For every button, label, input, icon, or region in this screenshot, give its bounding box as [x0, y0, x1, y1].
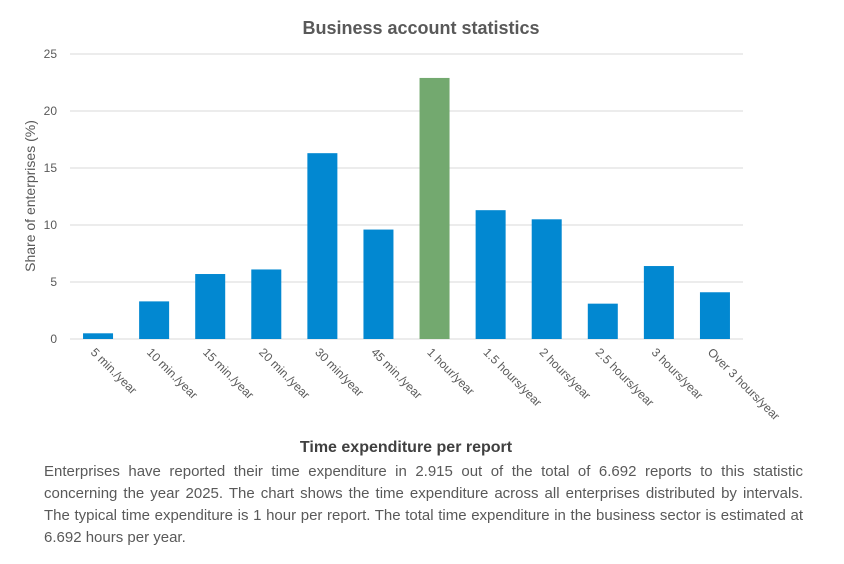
- x-tick-label: 15 min./year: [200, 345, 257, 402]
- x-tick-label: 20 min./year: [256, 345, 313, 402]
- y-tick-label: 10: [44, 218, 58, 232]
- bar: [587, 303, 618, 339]
- y-tick-label: 25: [44, 47, 58, 61]
- x-tick-label: Over 3 hours/year: [705, 345, 783, 423]
- bar: [83, 333, 114, 339]
- bar: [475, 210, 506, 339]
- y-tick-label: 5: [50, 275, 57, 289]
- y-axis-ticks: 0 5 10 15 20 25: [44, 47, 58, 346]
- bars: [83, 77, 730, 339]
- bar: [139, 301, 170, 339]
- bar: [643, 266, 674, 339]
- x-tick-label: 45 min./year: [368, 345, 425, 402]
- chart-caption: Enterprises have reported their time exp…: [44, 463, 803, 546]
- y-tick-label: 20: [44, 104, 58, 118]
- chart-title: Business account statistics: [302, 18, 539, 38]
- x-axis-title: Time expenditure per report: [300, 439, 513, 456]
- bar: [531, 219, 562, 339]
- y-axis-title: Share of enterprises (%): [22, 120, 38, 272]
- y-tick-label: 15: [44, 161, 58, 175]
- x-tick-label: 5 min./year: [88, 345, 140, 397]
- x-tick-label: 1 hour/year: [424, 345, 477, 398]
- bar: [251, 269, 282, 339]
- bar-chart: Business account statistics 0 5 10 15 20 25 5…: [22, 18, 783, 456]
- bar: [363, 229, 394, 339]
- x-tick-label: 3 hours/year: [649, 345, 706, 402]
- bar: [419, 77, 450, 339]
- x-tick-label: 2.5 hours/year: [593, 345, 657, 409]
- x-tick-label: 2 hours/year: [537, 345, 594, 402]
- x-axis-ticks: 5 min./year 10 min./year 15 min./year 20 mi…: [88, 345, 783, 423]
- y-tick-label: 0: [50, 332, 57, 346]
- bar: [699, 292, 730, 339]
- bar: [195, 274, 226, 339]
- x-tick-label: 30 min/year: [312, 345, 366, 399]
- x-tick-label: 1.5 hours/year: [481, 345, 545, 409]
- bar: [307, 153, 338, 339]
- x-tick-label: 10 min./year: [144, 345, 201, 402]
- gridlines: [70, 53, 743, 340]
